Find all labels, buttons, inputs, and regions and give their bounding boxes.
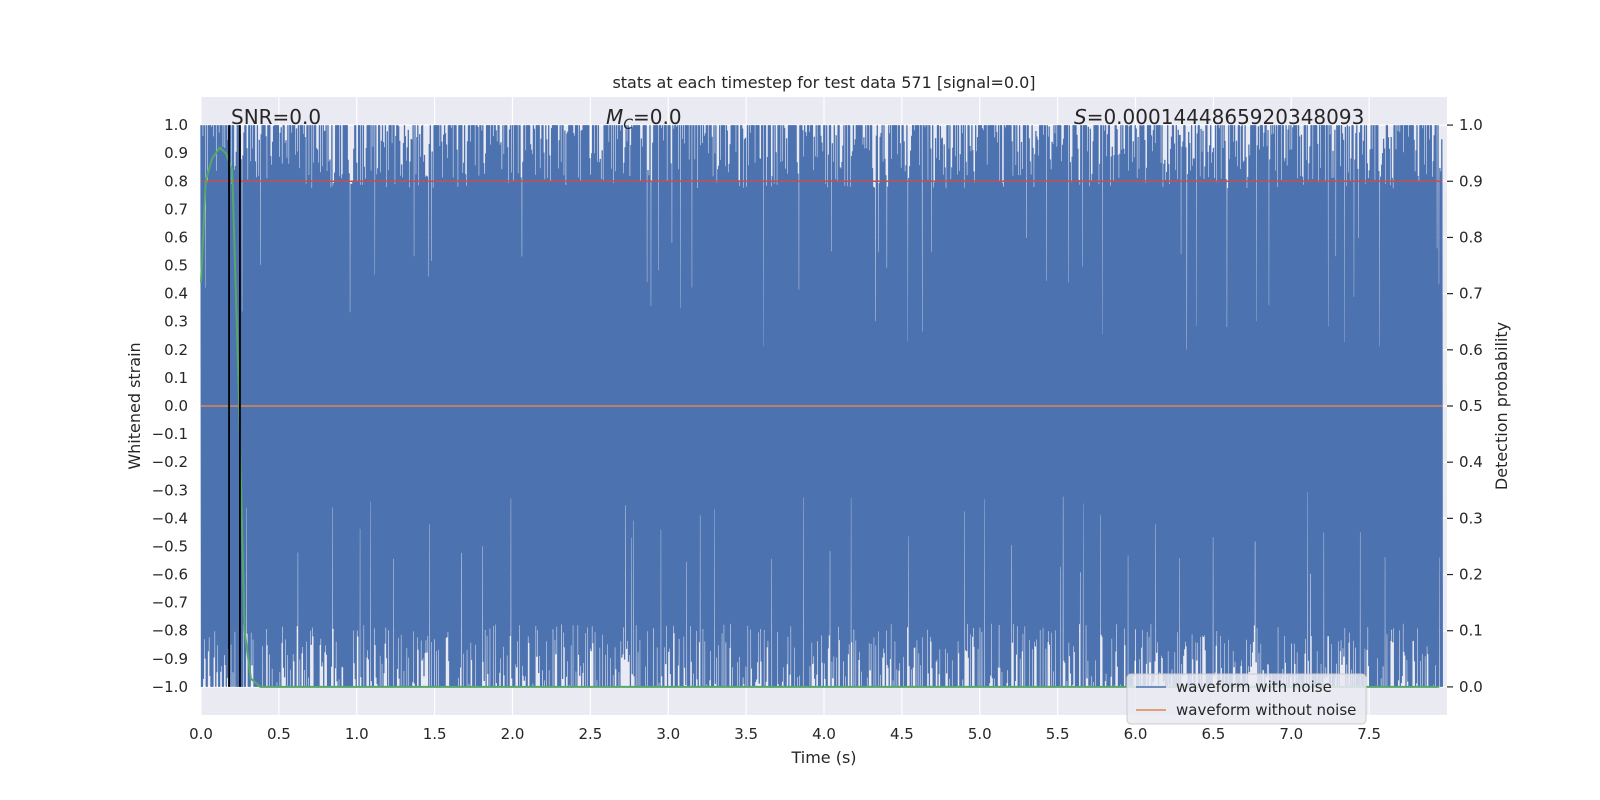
y-tick-label: 1.0: [164, 116, 188, 134]
legend-label-waveform-without-noise: waveform without noise: [1176, 701, 1356, 719]
y2-tick-label: 0.2: [1459, 566, 1483, 584]
y-axis-label: Whitened strain: [125, 342, 144, 469]
y-tick-label: 0.4: [164, 285, 188, 303]
chirp-mass-symbol: M: [606, 105, 623, 129]
score-value: =0.0001444865920348093: [1087, 105, 1365, 129]
y-tick-label: −0.6: [152, 566, 188, 584]
x-tick-label: 6.5: [1201, 725, 1225, 743]
x-tick-label: 4.5: [890, 725, 914, 743]
x-tick-label: 1.5: [423, 725, 447, 743]
y-tick-label: 0.3: [164, 313, 188, 331]
y2-axis-label: Detection probability: [1492, 322, 1511, 490]
y-tick-label: −0.5: [152, 537, 188, 555]
x-tick-label: 3.0: [656, 725, 680, 743]
y-tick-label: 0.0: [164, 397, 188, 415]
y2-tick-label: 0.4: [1459, 453, 1483, 471]
x-tick-label: 7.5: [1357, 725, 1381, 743]
x-tick-label: 6.0: [1124, 725, 1148, 743]
y2-tick-label: 0.5: [1459, 397, 1483, 415]
y-tick-label: 0.8: [164, 172, 188, 190]
y2-tick-label: 1.0: [1459, 116, 1483, 134]
y-tick-label: 0.6: [164, 228, 188, 246]
event-markers: [228, 125, 241, 687]
y2-tick-label: 0.3: [1459, 509, 1483, 527]
x-tick-label: 1.0: [345, 725, 369, 743]
x-tick-label: 2.0: [501, 725, 525, 743]
y-tick-label: −0.4: [152, 509, 188, 527]
y-tick-label: −1.0: [152, 678, 188, 696]
y-tick-label: −0.3: [152, 481, 188, 499]
x-tick-label: 4.0: [812, 725, 836, 743]
y-tick-label: 0.1: [164, 369, 188, 387]
y-tick-label: 0.9: [164, 144, 188, 162]
legend-label-waveform-with-noise: waveform with noise: [1176, 678, 1332, 696]
y-tick-label: −0.2: [152, 453, 188, 471]
noise-trace: [200, 125, 1443, 687]
y2-tick-label: 0.6: [1459, 341, 1483, 359]
x-tick-label: 5.0: [968, 725, 992, 743]
y-tick-label: −0.7: [152, 594, 188, 612]
y2-tick-label: 0.0: [1459, 678, 1483, 696]
y2-tick-label: 0.1: [1459, 622, 1483, 640]
x-tick-label: 5.5: [1046, 725, 1070, 743]
chart-title: stats at each timestep for test data 571…: [612, 73, 1035, 92]
series-detection-probability: [200, 146, 1440, 688]
x-tick-label: 0.0: [189, 725, 213, 743]
x-axis-label: Time (s): [790, 748, 856, 767]
y-axis-ticks: 1.0 0.9 0.8 0.7 0.6 0.5 0.4 0.3 0.2 0.1 0.0 −0.1 −0.…: [152, 116, 188, 696]
x-tick-label: 2.5: [578, 725, 602, 743]
y2-axis-ticks: 1.0 0.9 0.8 0.7 0.6 0.5 0.4 0.3 0.2 0.1 0.0: [1447, 116, 1483, 696]
chirp-mass-value: =0.0: [633, 105, 682, 129]
y-tick-label: −0.8: [152, 622, 188, 640]
snr-annotation: SNR=0.0: [231, 105, 321, 129]
y-tick-label: −0.1: [152, 425, 188, 443]
x-axis-ticks: 0.0 0.5 1.0 1.5 2.0 2.5 3.0 3.5 4.0 4.5 5.0 5.5 6.0 6…: [189, 725, 1381, 743]
y-tick-label: −0.9: [152, 650, 188, 668]
legend-box: [1126, 673, 1367, 725]
y2-tick-label: 0.8: [1459, 228, 1483, 246]
y2-tick-label: 0.9: [1459, 172, 1483, 190]
y2-tick-label: 0.7: [1459, 285, 1483, 303]
x-tick-label: 7.0: [1279, 725, 1303, 743]
y-tick-label: 0.5: [164, 257, 188, 275]
y-tick-label: 0.2: [164, 341, 188, 359]
chirp-mass-subscript: C: [623, 117, 633, 133]
x-tick-label: 3.5: [734, 725, 758, 743]
score-symbol: S: [1074, 105, 1087, 129]
series-waveform-with-noise: [200, 125, 1443, 687]
legend: waveform with noise waveform without noi…: [1126, 673, 1367, 725]
chirp-mass-annotation: MC=0.0: [606, 105, 682, 133]
x-tick-label: 0.5: [267, 725, 291, 743]
y-tick-label: 0.7: [164, 200, 188, 218]
score-annotation: S=0.0001444865920348093: [1074, 105, 1364, 129]
